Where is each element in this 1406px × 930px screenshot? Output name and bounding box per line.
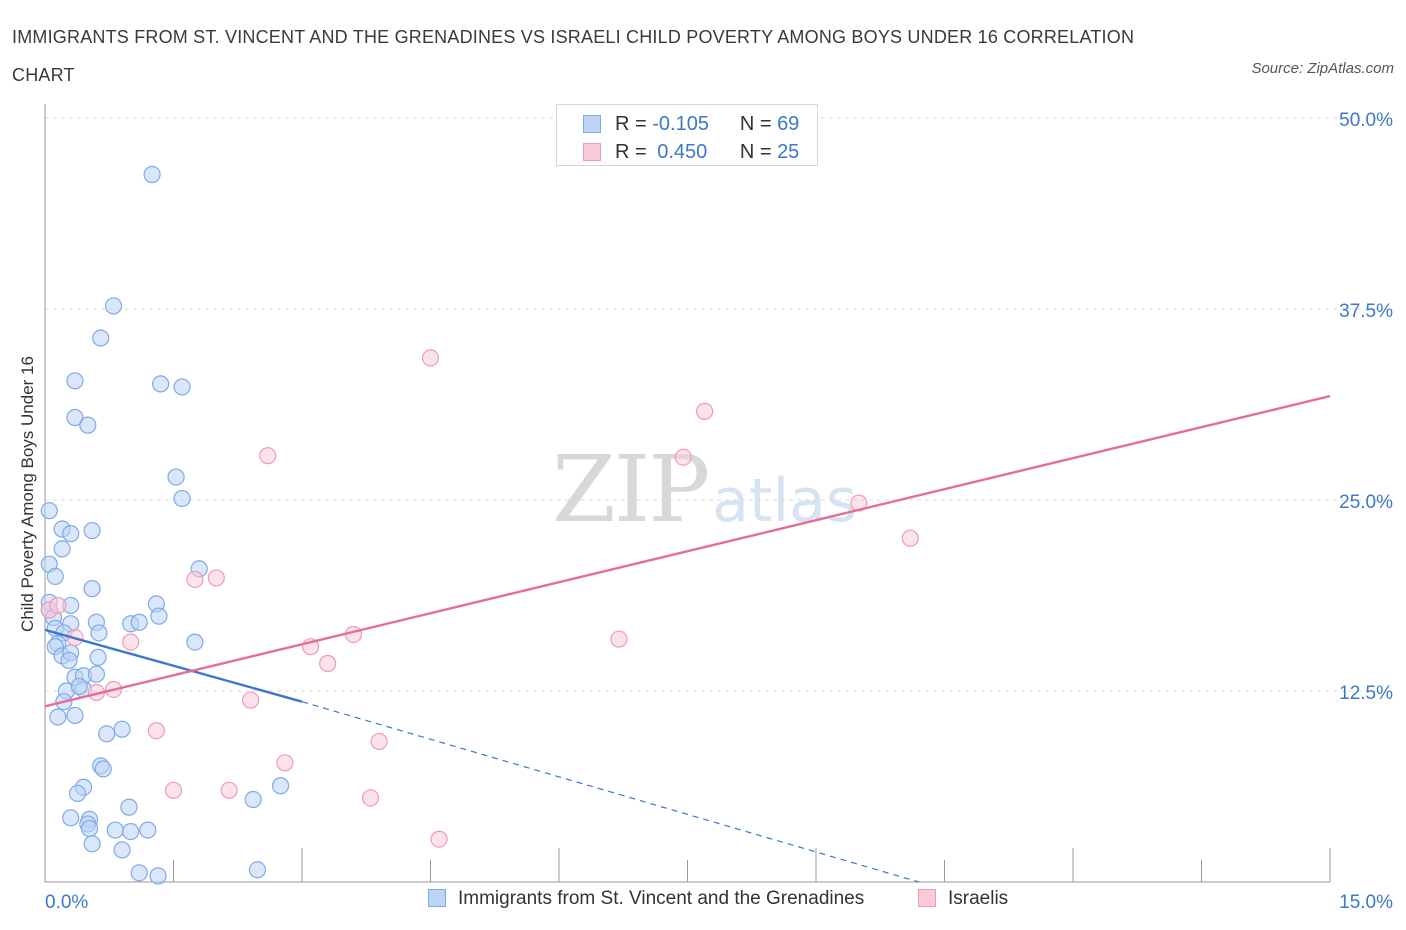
data-point-immigrants — [79, 416, 97, 434]
trend-line-israelis — [44, 394, 1331, 708]
data-point-israelis — [259, 447, 277, 465]
data-point-israelis — [361, 789, 380, 807]
data-point-immigrants — [120, 798, 138, 816]
data-point-israelis — [276, 754, 294, 772]
data-point-immigrants — [83, 580, 101, 598]
chart-title: IMMIGRANTS FROM ST. VINCENT AND THE GREN… — [12, 27, 1135, 85]
correlation-legend: R = -0.105 N = 69 R = 0.450 N = 25 — [556, 104, 818, 166]
legend-swatch-blue — [583, 115, 601, 133]
legend-r-value: -0.105 — [652, 113, 709, 135]
data-point-israelis — [430, 830, 448, 848]
data-point-israelis — [696, 402, 714, 420]
x-tick-label: 0.0% — [45, 892, 88, 913]
y-tick-label: 25.0% — [1339, 492, 1393, 513]
data-point-immigrants — [271, 777, 290, 795]
data-point-immigrants — [167, 468, 185, 486]
legend-label-israelis: Israelis — [948, 888, 1009, 909]
data-point-immigrants — [94, 760, 112, 778]
data-point-immigrants — [87, 665, 106, 683]
legend-swatch-blue — [428, 889, 446, 907]
data-point-israelis — [220, 781, 238, 799]
data-point-immigrants — [152, 375, 170, 393]
legend-r-label: R = — [615, 113, 647, 135]
y-tick-label: 50.0% — [1339, 110, 1393, 131]
data-point-immigrants — [60, 651, 78, 670]
data-point-immigrants — [49, 708, 67, 726]
data-point-israelis — [901, 529, 919, 547]
legend-swatch-pink — [583, 143, 601, 161]
data-point-israelis — [147, 722, 165, 740]
data-point-immigrants — [46, 567, 64, 586]
data-point-immigrants — [130, 613, 148, 631]
legend-r-value: 0.450 — [657, 141, 708, 163]
x-tick-label: 15.0% — [1339, 892, 1393, 913]
data-point-immigrants — [122, 822, 140, 841]
data-point-immigrants — [186, 633, 204, 651]
data-point-immigrants — [66, 408, 84, 427]
data-point-israelis — [186, 570, 204, 589]
y-tick-label: 12.5% — [1339, 683, 1393, 704]
legend-r-label: R = — [615, 141, 647, 163]
data-point-immigrants — [143, 165, 161, 184]
legend-n-value: 69 — [777, 113, 800, 135]
data-point-immigrants — [113, 720, 131, 738]
legend-n-label: N = — [739, 141, 772, 163]
data-point-immigrants — [92, 329, 110, 347]
data-point-immigrants — [90, 624, 108, 642]
data-point-immigrants — [68, 784, 87, 802]
data-point-immigrants — [149, 867, 167, 885]
data-point-immigrants — [130, 864, 148, 882]
data-point-immigrants — [98, 725, 116, 743]
data-point-immigrants — [53, 540, 71, 558]
data-point-israelis — [164, 781, 183, 799]
legend-n-label: N = — [739, 113, 772, 135]
legend-item-israelis: Israelis — [918, 888, 1008, 910]
y-tick-label: 37.5% — [1339, 301, 1393, 322]
data-point-immigrants — [66, 706, 84, 725]
data-point-immigrants — [83, 835, 101, 853]
data-point-immigrants — [173, 378, 191, 396]
data-point-immigrants — [89, 648, 107, 666]
data-point-israelis — [49, 596, 67, 615]
data-point-immigrants — [248, 861, 267, 879]
data-point-immigrants — [80, 819, 99, 838]
data-point-israelis — [370, 732, 388, 751]
y-axis-label: Child Poverty Among Boys Under 16 — [18, 356, 37, 632]
data-point-immigrants — [150, 607, 168, 625]
data-point-immigrants — [62, 809, 80, 827]
data-point-israelis — [242, 691, 260, 709]
data-point-israelis — [674, 448, 692, 466]
data-point-immigrants — [173, 489, 191, 508]
source-credit: Source: ZipAtlas.com — [1251, 60, 1394, 77]
data-point-immigrants — [83, 521, 101, 540]
legend-item-immigrants: Immigrants from St. Vincent and the Gren… — [428, 888, 864, 910]
data-point-israelis — [344, 625, 362, 644]
data-point-immigrants — [139, 821, 157, 839]
data-point-israelis — [610, 630, 628, 648]
trend-line-immigrants — [44, 628, 303, 703]
data-point-israelis — [207, 569, 225, 587]
trend-line-immigrants-extension — [301, 701, 919, 883]
data-point-immigrants — [40, 502, 58, 520]
legend-swatch-pink — [918, 889, 936, 907]
data-point-immigrants — [70, 677, 88, 696]
data-point-immigrants — [113, 841, 131, 859]
data-point-immigrants — [66, 372, 84, 390]
legend-n-value: 25 — [777, 141, 800, 163]
legend-row-blue: R = -0.105 N = 69 — [583, 110, 799, 138]
data-point-immigrants — [62, 525, 80, 543]
data-point-israelis — [421, 349, 440, 367]
data-point-immigrants — [244, 790, 262, 809]
data-point-israelis — [319, 654, 337, 673]
legend-row-pink: R = 0.450 N = 25 — [583, 138, 799, 166]
data-point-israelis — [122, 633, 140, 651]
data-point-immigrants — [104, 297, 123, 315]
data-point-immigrants — [106, 821, 124, 839]
legend-label-immigrants: Immigrants from St. Vincent and the Gren… — [458, 888, 865, 909]
